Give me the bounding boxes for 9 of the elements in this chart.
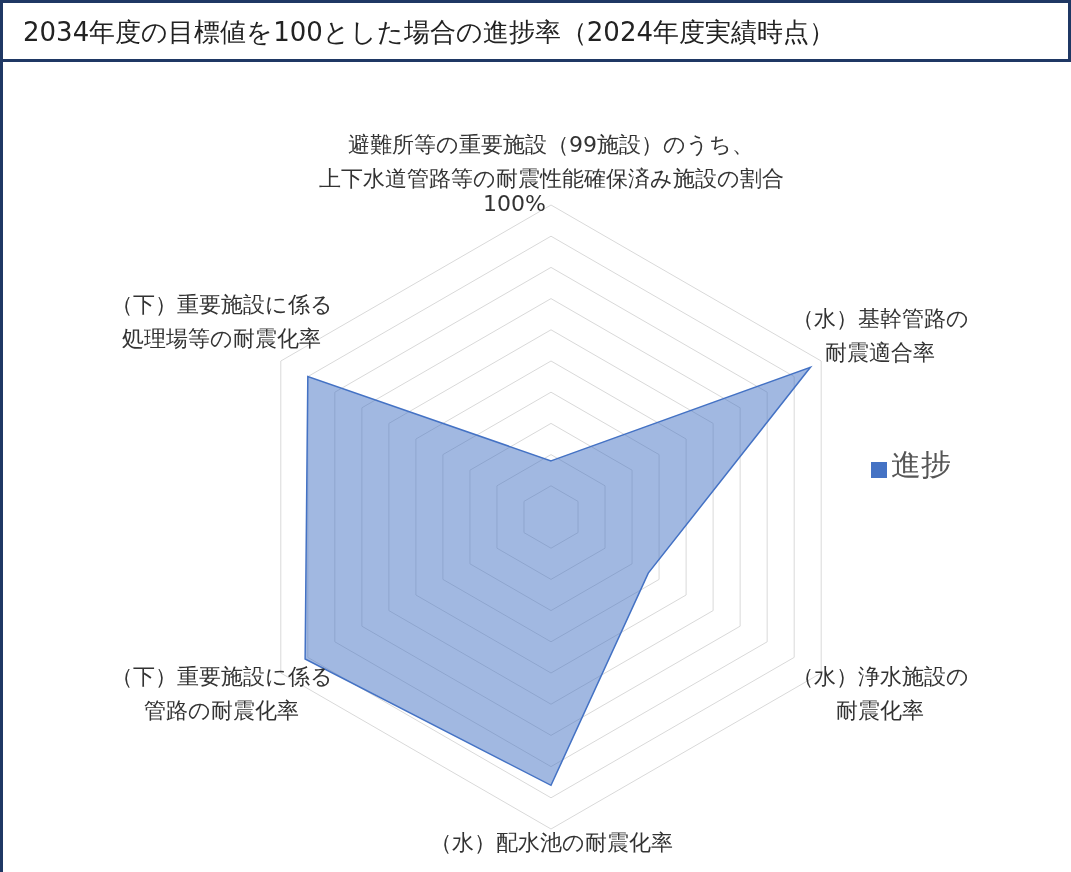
spoke-label: （下）重要施設に係る管路の耐震化率 [110,664,333,724]
chart-title: 2034年度の目標値を100とした場合の進捗率（2024年度実績時点） [3,0,1071,62]
text: 100% [482,191,546,216]
spoke-label: （水）基幹管路の耐震適合率 [791,306,969,366]
spoke-label: （下）重要施設に係る処理場等の耐震化率 [110,292,333,352]
spoke-label: （水）浄水施設の耐震化率 [791,664,969,724]
legend-label: 進捗 [891,446,951,482]
spoke-label: 避難所等の重要施設（99施設）のうち、上下水道管路等の耐震性能確保済み施設の割合 [318,132,784,192]
spoke-label: （水）配水池の耐震化率 [429,830,673,856]
